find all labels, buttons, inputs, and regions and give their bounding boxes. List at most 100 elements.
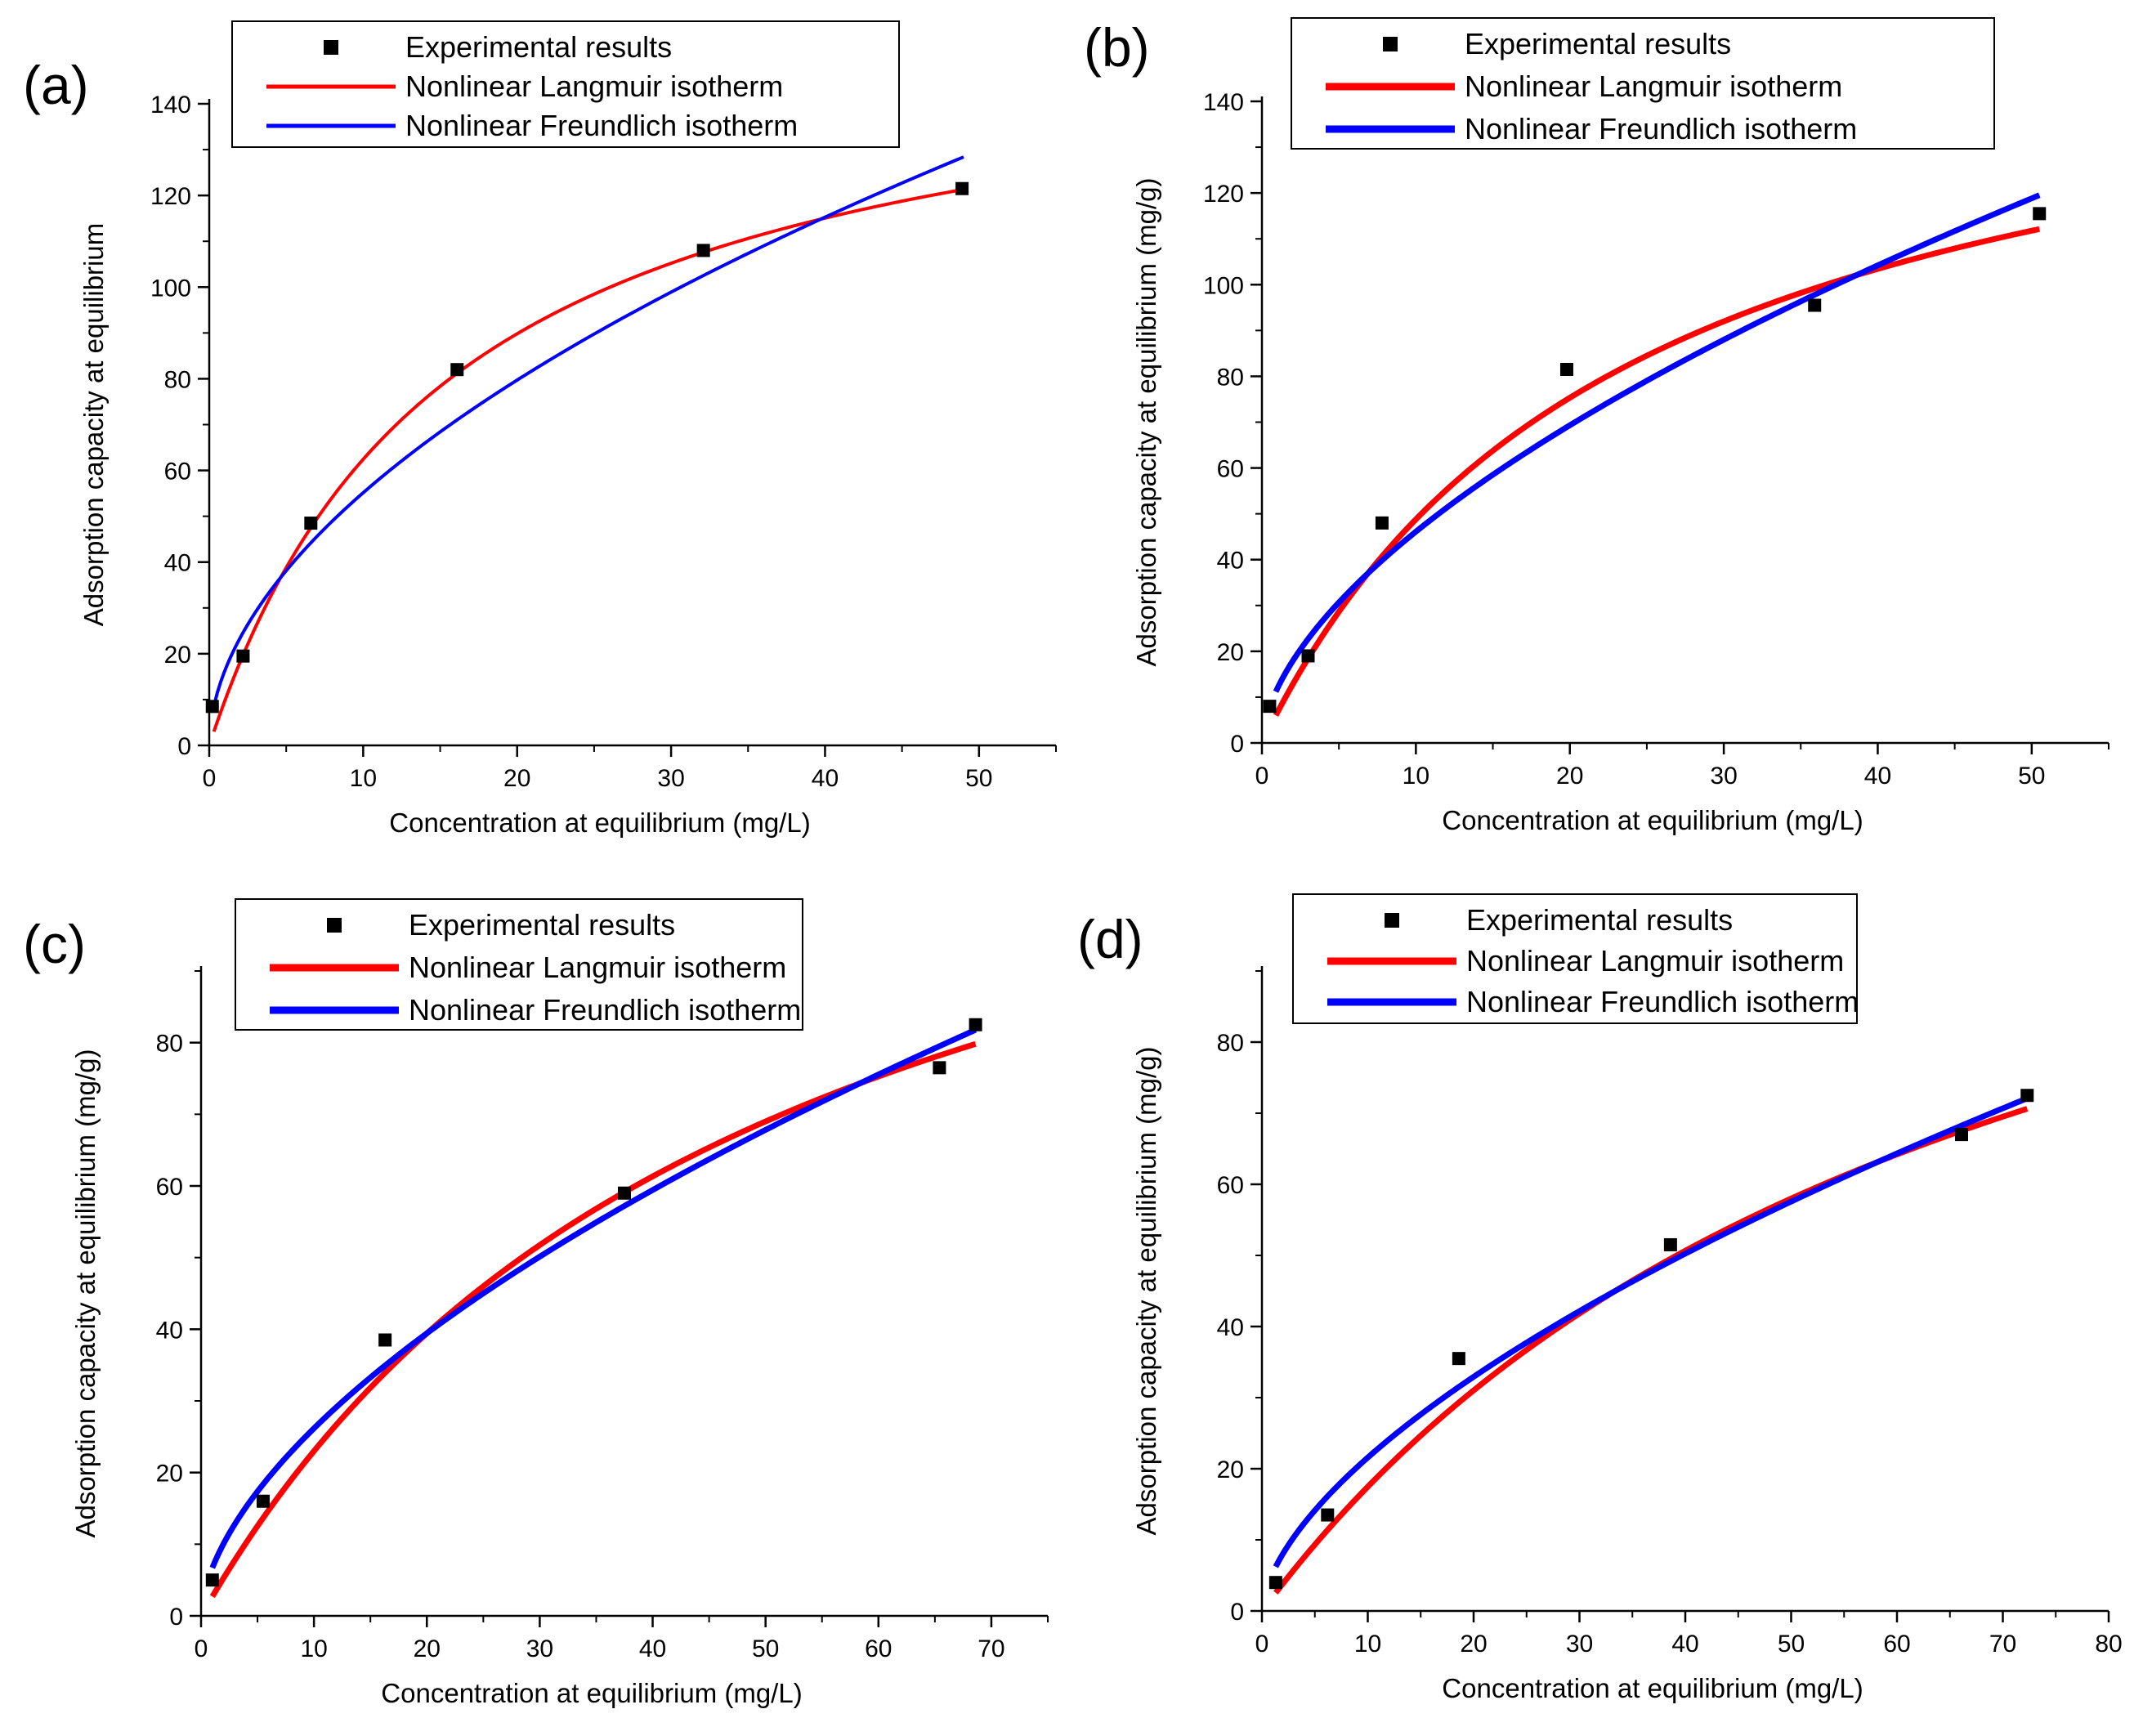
legend-label-experimental: Experimental results — [405, 30, 672, 64]
y-axis-title: Adsorption capacity at equilibrium (mg/g… — [1131, 178, 1161, 667]
x-tick-label: 0 — [1255, 763, 1269, 790]
y-tick-label: 0 — [1230, 731, 1244, 758]
y-tick-label: 120 — [1203, 181, 1244, 208]
x-tick-label: 70 — [978, 1635, 1004, 1662]
panel-3: (d) 0 10 20 30 40 50 60 70 80 0 20 40 60 80 Concentrati… — [1077, 893, 2123, 1703]
y-tick-label: 0 — [1230, 1599, 1244, 1626]
x-tick-label: 0 — [195, 1635, 208, 1662]
y-tick-label: 40 — [164, 550, 191, 577]
y-tick-label: 80 — [1217, 1030, 1244, 1057]
freundlich-fit-curve — [212, 155, 964, 707]
experimental-point — [1263, 700, 1277, 714]
legend-label-langmuir: Nonlinear Langmuir isotherm — [1465, 69, 1842, 103]
legend-marker-experimental — [1385, 913, 1399, 928]
y-tick-label: 0 — [177, 733, 191, 760]
legend-label-experimental: Experimental results — [1466, 903, 1733, 937]
panel-2: (c) 0 10 20 30 40 50 60 70 0 20 40 60 80 Concentration… — [23, 898, 1049, 1708]
experimental-point — [205, 700, 219, 714]
y-axis-title: Adsorption capacity at equilibrium (mg/g… — [70, 1049, 101, 1538]
x-tick-label: 50 — [2018, 763, 2045, 790]
experimental-point — [1375, 516, 1389, 530]
experimental-point — [1301, 649, 1315, 663]
y-tick-label: 40 — [1217, 1314, 1244, 1341]
panel-label: (b) — [1084, 17, 1150, 78]
y-tick-label: 120 — [150, 183, 191, 210]
x-tick-label: 0 — [203, 765, 217, 792]
y-tick-label: 100 — [150, 275, 191, 302]
experimental-point — [1559, 363, 1573, 377]
x-tick-label: 40 — [1671, 1631, 1698, 1658]
x-tick-label: 50 — [752, 1635, 779, 1662]
x-tick-label: 40 — [1864, 763, 1891, 790]
legend-label-freundlich: Nonlinear Freundlich isotherm — [1465, 112, 1857, 145]
legend-marker-experimental — [327, 918, 342, 933]
legend-label-freundlich: Nonlinear Freundlich isotherm — [1466, 985, 1859, 1018]
x-tick-label: 40 — [639, 1635, 666, 1662]
legend-label-freundlich: Nonlinear Freundlich isotherm — [405, 109, 798, 142]
y-tick-label: 20 — [156, 1461, 183, 1488]
legend-label-langmuir: Nonlinear Langmuir isotherm — [405, 69, 783, 103]
experimental-point — [1954, 1128, 1968, 1142]
y-tick-label: 20 — [1217, 1456, 1244, 1483]
langmuir-fit-curve — [1273, 1106, 2029, 1595]
experimental-point — [1452, 1352, 1465, 1366]
x-tick-label: 0 — [1255, 1631, 1269, 1658]
x-tick-label: 50 — [1778, 1631, 1805, 1658]
langmuir-fit-curve — [212, 187, 964, 732]
experimental-point — [618, 1186, 631, 1200]
x-tick-label: 80 — [2095, 1631, 2122, 1658]
experimental-point — [304, 517, 318, 530]
x-tick-label: 20 — [1556, 763, 1583, 790]
x-tick-label: 10 — [1354, 1631, 1381, 1658]
legend-marker-experimental — [324, 40, 338, 55]
y-tick-label: 80 — [1217, 364, 1244, 391]
x-tick-label: 30 — [657, 765, 684, 792]
experimental-point — [378, 1333, 392, 1347]
y-tick-label: 20 — [164, 642, 191, 669]
x-axis-title: Concentration at equilibrium (mg/L) — [381, 1678, 802, 1708]
y-tick-label: 80 — [156, 1031, 183, 1058]
x-tick-label: 20 — [503, 765, 530, 792]
freundlich-fit-curve — [209, 1027, 978, 1569]
experimental-point — [969, 1018, 982, 1031]
y-tick-label: 40 — [1217, 548, 1244, 575]
panel-1: (b) 0 10 20 30 40 50 0 20 40 60 80 100 120 140 Concentr… — [1084, 17, 2109, 835]
x-tick-label: 60 — [1883, 1631, 1910, 1658]
y-tick-label: 60 — [156, 1174, 183, 1201]
y-tick-label: 140 — [150, 92, 191, 119]
x-tick-label: 30 — [526, 1635, 553, 1662]
y-tick-label: 140 — [1203, 89, 1244, 116]
experimental-point — [2033, 207, 2047, 221]
y-tick-label: 60 — [164, 459, 191, 485]
experimental-point — [256, 1494, 270, 1508]
y-tick-label: 0 — [169, 1604, 183, 1631]
experimental-point — [205, 1573, 219, 1587]
experimental-point — [1268, 1576, 1282, 1590]
x-tick-label: 20 — [414, 1635, 441, 1662]
x-tick-label: 20 — [1460, 1631, 1487, 1658]
freundlich-fit-curve — [1273, 192, 2041, 693]
y-tick-label: 60 — [1217, 1172, 1244, 1199]
legend-label-experimental: Experimental results — [1465, 27, 1731, 60]
langmuir-fit-curve — [209, 1040, 977, 1599]
x-tick-label: 10 — [350, 765, 377, 792]
x-axis-title: Concentration at equilibrium (mg/L) — [1442, 805, 1863, 835]
x-tick-label: 50 — [965, 765, 992, 792]
langmuir-fit-curve — [1273, 226, 2040, 717]
legend-label-langmuir: Nonlinear Langmuir isotherm — [1466, 944, 1844, 978]
legend-label-experimental: Experimental results — [409, 908, 675, 942]
experimental-point — [236, 649, 250, 663]
x-tick-label: 30 — [1566, 1631, 1593, 1658]
panel-label: (d) — [1077, 909, 1143, 969]
experimental-point — [933, 1061, 946, 1075]
x-axis-title: Concentration at equilibrium (mg/L) — [1442, 1673, 1863, 1703]
x-tick-label: 10 — [300, 1635, 327, 1662]
experimental-point — [1808, 298, 1822, 312]
x-tick-label: 60 — [865, 1635, 892, 1662]
y-tick-label: 40 — [156, 1317, 183, 1344]
y-tick-label: 100 — [1203, 272, 1244, 299]
panel-label: (a) — [23, 55, 89, 115]
panel-label: (c) — [23, 914, 86, 974]
x-tick-label: 70 — [1989, 1631, 2016, 1658]
